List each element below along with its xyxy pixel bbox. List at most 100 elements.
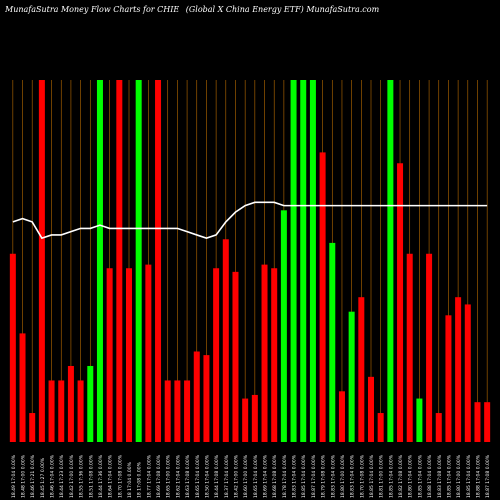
x-tick-label: 18.88 17:04 0.00% [427, 454, 433, 498]
x-tick-label: 18.51 17:08 0.00% [88, 454, 94, 498]
money-flow-bar [48, 380, 55, 442]
x-tick-label: 18.70 17:08 0.00% [117, 454, 123, 498]
money-flow-bar [329, 242, 336, 442]
x-tick-label: 18.60 17:00 0.00% [243, 454, 249, 498]
x-tick-label: 18.78 17:04 0.00% [282, 454, 288, 498]
x-tick-label: 18.55 17:36 0.00% [79, 454, 85, 498]
money-flow-bar [290, 80, 297, 442]
money-flow-bar [474, 402, 481, 442]
x-tick-label: 18.80 17:00 0.00% [456, 454, 462, 498]
x-tick-label: 18.85 17:04 0.00% [417, 454, 423, 498]
x-tick-label: 18.70 17:08 0.00% [359, 454, 365, 498]
x-tick-label: 18.83 17:04 0.00% [292, 454, 298, 498]
money-flow-bar [67, 365, 74, 442]
x-tick-label: 18.69 17:04 0.00% [263, 454, 269, 498]
x-tick-label: 18.65 17:04 0.00% [195, 454, 201, 498]
x-tick-label: 18.68 17:08 0.00% [272, 454, 278, 498]
x-tick-label: 18.88 17:04 0.00% [475, 454, 481, 498]
money-flow-bar [261, 264, 268, 442]
x-tick-label: 18.77 17:04 0.00% [146, 454, 152, 498]
x-tick-label: 18.83 17:04 0.00% [350, 454, 356, 498]
money-flow-bar [184, 380, 191, 442]
x-tick-label: 18.65 17:04 0.00% [253, 454, 259, 498]
money-flow-bar [87, 365, 94, 442]
money-flow-bar [9, 253, 16, 442]
x-tick-label: 18.85 17:04 0.00% [466, 454, 472, 498]
x-tick-label: 18.81 17:00 0.00% [379, 454, 385, 498]
x-tick-label: 18.37 17:04 0.00% [224, 454, 230, 498]
x-tick-label: 18.44 17:36 0.00% [98, 454, 104, 498]
x-tick-label: 18.62 17:04 0.00% [175, 454, 181, 498]
money-flow-bar [19, 333, 26, 442]
money-flow-bar [455, 297, 462, 442]
money-flow-bar [251, 394, 258, 442]
money-flow-bar [426, 253, 433, 442]
money-flow-bar [58, 380, 65, 442]
money-flow-bar [445, 315, 452, 442]
x-tick-label: 18.48 17:00 0.00% [21, 454, 27, 498]
x-tick-label: 18.85 17:04 0.00% [369, 454, 375, 498]
x-tick-label: 18.87 17:08 0.00% [485, 454, 491, 498]
x-tick-label: 18.42 17:00 0.00% [233, 454, 239, 498]
x-tick-label: 18.80 17:00 0.00% [340, 454, 346, 498]
money-flow-bar [377, 413, 384, 442]
money-flow-bar [116, 80, 123, 442]
x-tick-label: 18.85 17:04 0.00% [388, 454, 394, 498]
money-flow-bar [106, 268, 113, 442]
money-flow-bar [319, 152, 326, 442]
money-flow-bar [300, 80, 307, 442]
x-tick-label: 18.83 17:04 0.00% [330, 454, 336, 498]
x-tick-label: 18.45 1:27 0.00% [40, 457, 46, 498]
money-flow-bar [309, 80, 316, 442]
money-flow-bar [358, 297, 365, 442]
x-tick-label: 18.46 17:04 0.00% [50, 454, 56, 498]
x-tick-label: 18.85 17:04 0.00% [301, 454, 307, 498]
x-tick-label: 18.44 17:08 0.00% [214, 454, 220, 498]
x-tick-label: 18.82 17:08 0.00% [398, 454, 404, 498]
money-flow-bar [38, 80, 45, 442]
chart-title: MunafaSutra Money Flow Charts for CHIE (… [5, 5, 495, 14]
x-tick-label: 18.83 17:08 0.00% [437, 454, 443, 498]
money-flow-bar [164, 380, 171, 442]
x-tick-label: 18 17:08 0.00% [137, 461, 143, 498]
money-flow-bar [406, 253, 413, 442]
x-tick-label: 18.87 17:04 0.00% [311, 454, 317, 498]
x-tick-label: 18.63 17:08 0.00% [185, 454, 191, 498]
money-flow-bar [338, 391, 345, 442]
money-flow-bar [484, 402, 491, 442]
x-tick-label: 18.64 17:04 0.00% [108, 454, 114, 498]
money-flow-bar [416, 398, 423, 442]
x-tick-label: 18.65 17:00 0.00% [166, 454, 172, 498]
x-tick-label: 18.42 17:00 0.00% [69, 454, 75, 498]
money-flow-bar [77, 380, 84, 442]
money-flow-bar [232, 271, 239, 442]
money-flow-bar [155, 80, 162, 442]
x-tick-label: 18.44 17:23 0.00% [59, 454, 65, 498]
money-flow-bar [193, 351, 200, 442]
money-flow-bar [397, 163, 404, 442]
money-flow-bar [213, 268, 220, 442]
money-flow-bar [125, 268, 133, 442]
money-flow-bar [271, 268, 278, 442]
x-tick-label: 18.50 17:04 0.00% [204, 454, 210, 498]
money-flow-bar [280, 210, 287, 442]
x-tick-label: 18.79 17:08 0.00% [321, 454, 327, 498]
money-flow-bar [135, 80, 142, 442]
x-tick-label: 18 17:04 0.00% [127, 461, 133, 498]
money-flow-bar [464, 304, 471, 442]
x-tick-label: 18.69 17:08 0.00% [156, 454, 162, 498]
money-flow-bar [96, 80, 103, 442]
money-flow-bar [348, 311, 355, 442]
money-flow-bar [174, 380, 181, 442]
money-flow-bar [242, 398, 249, 442]
money-flow-bar [29, 413, 36, 442]
money-flow-bar [222, 239, 229, 442]
money-flow-bar [435, 413, 442, 442]
x-tick-label: 18.85 17:04 0.00% [446, 454, 452, 498]
money-flow-bar [145, 264, 152, 442]
x-tick-label: 18.49 17:04 0.00% [11, 454, 17, 498]
title-left: MunafaSutra Money Flow Charts for CHIE [5, 5, 180, 14]
title-right: (Global X China Energy ETF) MunafaSutra.… [185, 5, 380, 14]
x-tick-label: 18.80 17:04 0.00% [408, 454, 414, 498]
